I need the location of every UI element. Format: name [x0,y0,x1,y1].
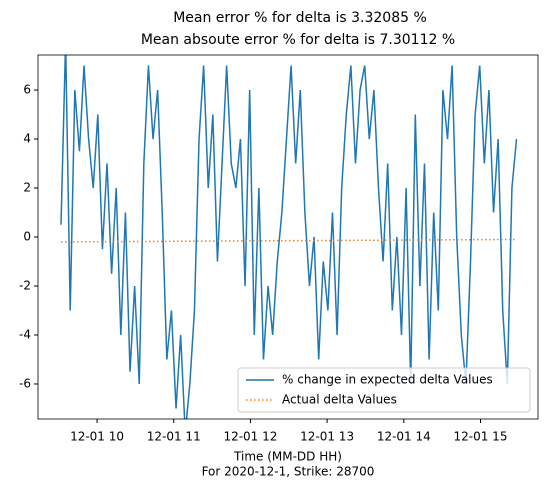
x-axis-label: Time (MM-DD HH) [233,450,342,464]
x-tick-label: 12-01 10 [70,430,124,444]
x-axis-label: For 2020-12-1, Strike: 28700 [202,465,375,479]
y-tick-label: 2 [23,181,31,195]
legend-box [237,367,531,413]
y-tick-label: -4 [19,327,31,341]
x-tick-label: 12-01 14 [377,430,431,444]
y-tick-label: 6 [23,83,31,97]
legend-label: Actual delta Values [282,393,397,407]
chart-title: Mean error % for delta is 3.32085 % [173,10,427,26]
x-tick-label: 12-01 12 [223,430,277,444]
y-tick-label: -2 [19,278,31,292]
x-tick-label: 12-01 15 [454,430,508,444]
series-line [61,238,517,243]
series-line [60,55,518,419]
y-tick-label: 4 [23,132,31,146]
x-tick-label: 12-01 13 [300,430,354,444]
y-tick-label: -6 [19,376,31,390]
plot-frame [37,54,539,420]
chart-title: Mean absoute error % for delta is 7.3011… [141,32,455,48]
y-tick-label: 0 [23,230,31,244]
legend-label: % change in expected delta Values [282,373,493,387]
x-tick-label: 12-01 11 [147,430,201,444]
